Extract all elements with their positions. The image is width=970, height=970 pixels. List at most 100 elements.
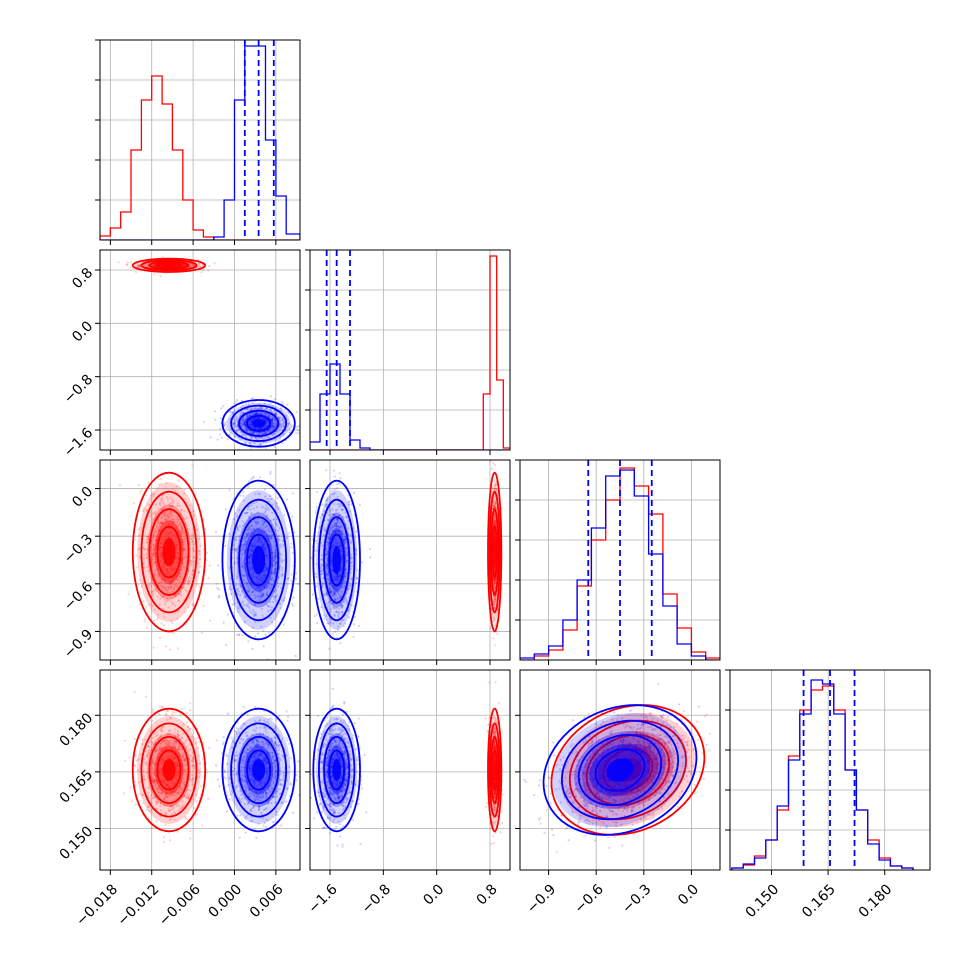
scatter-point	[162, 598, 166, 601]
scatter-point	[246, 429, 249, 432]
scatter-point	[179, 521, 182, 524]
scatter-point	[263, 565, 267, 569]
scatter-point	[180, 572, 183, 575]
scatter-point	[147, 569, 150, 573]
scatter-point	[490, 467, 494, 470]
scatter-point	[176, 592, 179, 595]
scatter-point	[151, 604, 154, 608]
scatter-point	[161, 576, 164, 580]
scatter-point	[166, 498, 170, 501]
scatter-point	[162, 578, 165, 581]
scatter-point	[262, 426, 265, 429]
scatter-point	[127, 593, 130, 596]
scatter-point	[160, 578, 163, 581]
scatter-point	[159, 522, 162, 525]
scatter-point	[253, 527, 256, 530]
scatter-point	[217, 596, 220, 599]
scatter-point	[277, 430, 280, 433]
scatter-point	[142, 547, 145, 550]
scatter-point	[162, 612, 166, 615]
contour-line-red	[148, 508, 190, 596]
scatter-point	[151, 590, 154, 593]
scatter-point	[160, 553, 163, 556]
scatter-point	[251, 546, 254, 549]
scatter-point	[242, 433, 245, 436]
scatter-point	[162, 512, 165, 515]
scatter-point	[168, 527, 171, 530]
scatter-point	[247, 602, 250, 606]
scatter-point	[170, 501, 173, 504]
scatter-point	[169, 505, 172, 508]
scatter-point	[249, 429, 252, 432]
scatter-point	[271, 546, 274, 549]
scatter-point	[159, 573, 162, 576]
scatter-point	[266, 591, 269, 594]
scatter-panel-2-0	[100, 460, 300, 660]
scatter-point	[267, 508, 270, 511]
scatter-point	[155, 561, 158, 564]
scatter-point	[147, 481, 150, 484]
scatter-point	[233, 549, 236, 552]
scatter-point	[271, 576, 274, 580]
scatter-point	[170, 510, 173, 513]
scatter-point	[239, 559, 242, 562]
scatter-point	[254, 413, 257, 416]
scatter-point	[249, 423, 252, 426]
scatter-point	[265, 430, 269, 433]
scatter-point	[171, 522, 174, 525]
scatter-point	[261, 523, 264, 526]
scatter-point	[181, 263, 184, 267]
scatter-point	[163, 565, 166, 568]
scatter-point	[263, 521, 266, 524]
scatter-point	[254, 620, 257, 624]
scatter-point	[167, 587, 170, 591]
scatter-point	[264, 547, 267, 550]
scatter-point	[227, 613, 230, 616]
scatter-point	[263, 431, 266, 434]
scatter-point	[270, 418, 273, 422]
scatter-point	[268, 409, 271, 412]
scatter-point	[255, 506, 259, 509]
scatter-point	[294, 654, 297, 658]
scatter-point	[151, 552, 155, 555]
scatter-point	[231, 411, 234, 414]
scatter-point	[250, 547, 254, 550]
scatter-point	[163, 616, 166, 619]
scatter-point	[273, 598, 276, 601]
scatter-point	[138, 266, 141, 269]
scatter-point	[278, 417, 281, 420]
scatter-point	[154, 530, 157, 533]
scatter-point	[244, 426, 247, 429]
scatter-point	[248, 568, 251, 571]
scatter-point	[258, 407, 261, 410]
scatter-point	[242, 490, 245, 494]
scatter-point	[167, 606, 170, 609]
scatter-point	[255, 416, 258, 419]
scatter-point	[281, 418, 284, 421]
scatter-point	[181, 527, 184, 530]
scatter-point	[265, 420, 268, 423]
scatter-point	[171, 578, 174, 581]
scatter-point	[180, 545, 183, 548]
density-level-red	[162, 537, 176, 567]
scatter-point	[142, 510, 145, 513]
scatter-point	[159, 540, 162, 543]
scatter-point	[257, 427, 260, 430]
scatter-point	[193, 560, 196, 563]
scatter-point	[249, 423, 252, 426]
scatter-point	[175, 485, 178, 488]
scatter-clip	[118, 464, 300, 660]
scatter-point	[250, 524, 253, 527]
scatter-point	[240, 553, 243, 556]
scatter-point	[247, 401, 250, 404]
scatter-point	[136, 566, 139, 569]
scatter-point	[181, 547, 184, 550]
scatter-point	[125, 263, 128, 266]
scatter-point	[308, 531, 310, 533]
scatter-point	[159, 636, 162, 640]
scatter-point	[246, 589, 249, 592]
scatter-point	[353, 616, 356, 619]
scatter-point	[160, 581, 164, 584]
contour-line-blue	[230, 404, 288, 442]
scatter-point	[315, 490, 319, 494]
